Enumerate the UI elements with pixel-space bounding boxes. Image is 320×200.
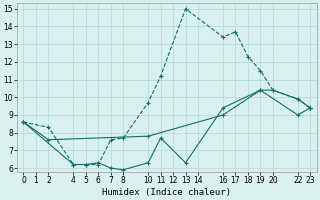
X-axis label: Humidex (Indice chaleur): Humidex (Indice chaleur) <box>102 188 231 197</box>
